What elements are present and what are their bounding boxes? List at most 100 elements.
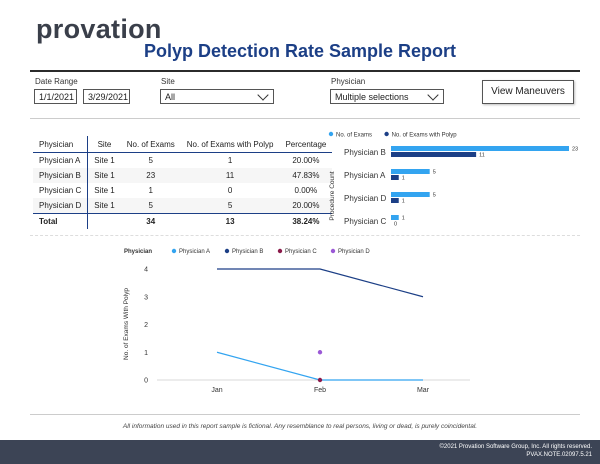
bar-0 (391, 146, 569, 151)
legend-title: Physician (124, 249, 152, 255)
y-tick-label: 1 (144, 350, 148, 357)
exams-table: Physician Site No. of Exams No. of Exams… (33, 136, 333, 229)
series-point-3 (317, 350, 323, 355)
site-dropdown[interactable]: All (160, 89, 274, 104)
data-label: 23 (572, 147, 578, 153)
data-label: 5 (433, 193, 436, 199)
cell-percentage: 20.00% (279, 198, 333, 214)
legend-marker-1 (384, 131, 389, 137)
cell-total-percentage: 38.24% (279, 213, 333, 229)
y-tick-label: 2 (144, 322, 148, 329)
cell-percentage: 20.00% (292, 156, 320, 165)
end-date-input[interactable]: 3/29/2021 (83, 89, 130, 104)
x-tick-label: Feb (314, 387, 326, 394)
bar-1 (391, 175, 399, 180)
data-label: 1 (402, 199, 405, 205)
category-label: Physician A (344, 171, 386, 180)
report-title: Polyp Detection Rate Sample Report (143, 41, 457, 61)
x-tick-label: Mar (417, 387, 430, 394)
table-header-row: Physician Site No. of Exams No. of Exams… (33, 136, 333, 153)
cell-site: Site 1 (87, 168, 121, 183)
table-row: Physician A Site 1 5 1 20.00% (33, 152, 332, 168)
cell-exams: 5 (120, 198, 181, 214)
category-label: Physician C (344, 217, 386, 226)
cell-exams-polyp: 1 (227, 156, 233, 165)
data-label: 1 (402, 216, 405, 222)
bar-0 (391, 192, 430, 197)
provation-logo: provation (36, 14, 162, 44)
physician-label: Physician (331, 77, 366, 86)
cell-exams: 23 (120, 168, 181, 183)
cell-site: Site 1 (94, 186, 115, 195)
cell-total-exams-polyp: 13 (180, 213, 280, 229)
cell-exams: 1 (148, 186, 153, 195)
chevron-down-icon (427, 89, 439, 101)
chevron-down-icon (257, 89, 269, 101)
col-header-exams-polyp[interactable]: No. of Exams with Polyp (180, 136, 280, 153)
series-line-1 (217, 268, 424, 298)
exams-with-polyp-line-chart[interactable]: Physician Physician A Physician B Physician… (110, 240, 490, 400)
bar-1 (391, 198, 399, 203)
cell-total-site (87, 213, 121, 229)
series-point-2 (317, 377, 323, 383)
col-header-percentage[interactable]: Percentage (279, 136, 333, 153)
cell-percentage: 47.83% (279, 168, 333, 183)
table-total-row: Total 34 13 38.24% (33, 213, 333, 229)
data-label: 11 (479, 153, 485, 159)
cell-exams-polyp: 5 (180, 198, 280, 214)
view-maneuvers-button[interactable]: View Maneuvers (482, 80, 574, 104)
legend-marker-0 (328, 131, 334, 137)
table-row: Physician B Site 1 23 11 47.83% (33, 168, 333, 183)
y-axis-title: No. of Exams With Polyp (123, 288, 130, 360)
bar-0 (391, 215, 399, 220)
cell-exams-polyp: 11 (180, 168, 280, 183)
procedure-count-bar-chart[interactable]: No. of Exams No. of Exams with Polyp Proce… (325, 126, 585, 230)
cell-site: Site 1 (94, 156, 115, 165)
legend-marker-0 (171, 248, 177, 254)
table-row: Physician D Site 1 5 5 20.00% (33, 198, 333, 214)
col-header-site[interactable]: Site (87, 136, 121, 153)
cell-physician: Physician A (33, 152, 89, 168)
y-tick-label: 4 (144, 267, 148, 274)
data-label: 0 (394, 222, 397, 228)
col-header-exams[interactable]: No. of Exams (120, 136, 181, 153)
legend-label: Physician D (338, 249, 370, 255)
footer-bar: ©2021 Provation Software Group, Inc. All… (0, 440, 600, 464)
legend-label: Physician C (285, 249, 317, 255)
legend-marker-3 (330, 248, 336, 254)
cell-site: Site 1 (87, 198, 121, 214)
section-divider (30, 235, 580, 236)
physician-dropdown[interactable]: Multiple selections (330, 89, 444, 104)
data-label: 1 (402, 176, 405, 182)
start-date-input[interactable]: 1/1/2021 (34, 89, 77, 104)
category-label: Physician D (344, 194, 386, 203)
cell-total-label: Total (33, 213, 89, 229)
legend-label: No. of Exams with Polyp (392, 133, 458, 139)
legend-marker-1 (224, 248, 230, 254)
cell-physician: Physician C (33, 183, 89, 198)
legend-label: Physician A (179, 249, 210, 255)
legend-marker-2 (277, 248, 283, 254)
date-range-label: Date Range (35, 77, 78, 86)
cell-total-exams: 34 (120, 213, 181, 229)
site-value: All (165, 92, 176, 102)
col-header-physician[interactable]: Physician (33, 136, 89, 153)
cell-percentage: 0.00% (294, 186, 318, 195)
disclaimer-text: All information used in this report samp… (122, 423, 478, 430)
header-divider (30, 70, 580, 72)
cell-exams-polyp: 0 (227, 186, 233, 195)
y-tick-label: 0 (144, 378, 148, 385)
bar-1 (391, 152, 477, 157)
y-tick-label: 3 (144, 294, 148, 301)
cell-physician: Physician B (33, 168, 89, 183)
site-label: Site (161, 77, 175, 86)
legend-label: No. of Exams (336, 133, 372, 139)
cell-physician: Physician D (33, 198, 89, 214)
footer-divider (30, 414, 580, 415)
category-label: Physician B (344, 148, 386, 157)
y-axis-title: Procedure Count (329, 171, 336, 220)
physician-value: Multiple selections (335, 92, 409, 102)
data-label: 5 (433, 170, 436, 176)
table-row: Physician C Site 1 1 0 0.00% (33, 183, 332, 198)
cell-exams: 5 (148, 156, 153, 165)
